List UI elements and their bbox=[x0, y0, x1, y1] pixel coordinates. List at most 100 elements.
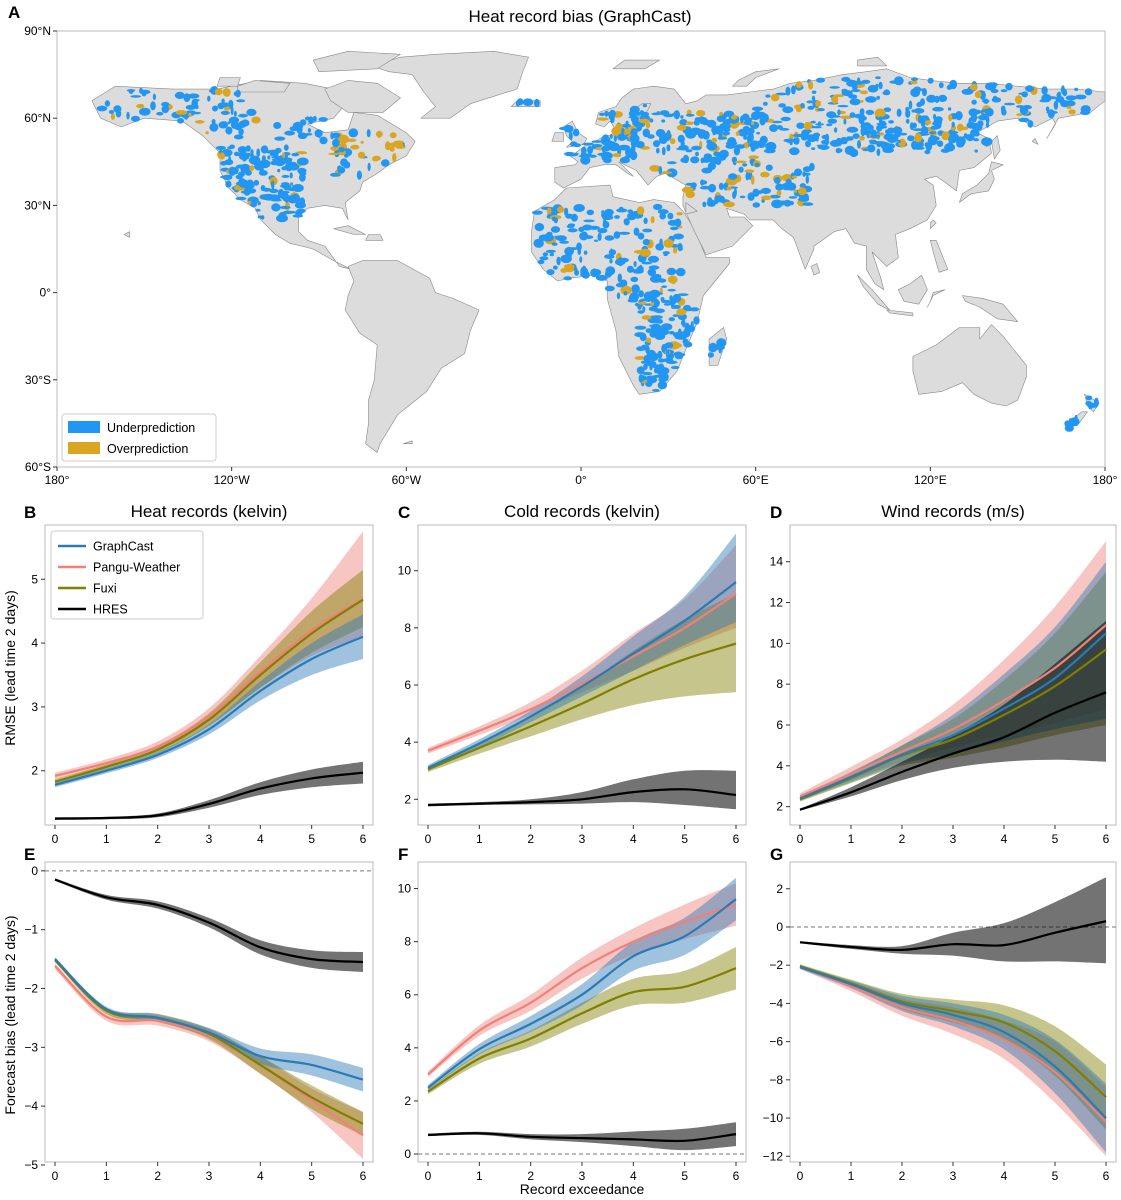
overprediction-patch bbox=[673, 246, 678, 254]
underprediction-patch bbox=[782, 106, 794, 114]
x-tick-label: 0 bbox=[797, 832, 804, 846]
underprediction-patch bbox=[597, 228, 608, 234]
overprediction-patch bbox=[650, 301, 655, 306]
y-tick-label: −4 bbox=[769, 996, 783, 1010]
underprediction-patch bbox=[220, 110, 230, 115]
underprediction-patch bbox=[780, 116, 791, 122]
x-tick-label: 5 bbox=[308, 1169, 315, 1183]
underprediction-patch bbox=[597, 232, 602, 241]
underprediction-patch bbox=[721, 113, 727, 120]
underprediction-patch bbox=[919, 132, 930, 136]
overprediction-patch bbox=[214, 88, 223, 96]
underprediction-patch bbox=[947, 107, 952, 111]
underprediction-patch bbox=[763, 148, 776, 154]
underprediction-patch bbox=[654, 292, 664, 296]
underprediction-patch bbox=[930, 125, 941, 130]
underprediction-patch bbox=[821, 139, 830, 145]
overprediction-patch bbox=[726, 186, 732, 191]
underprediction-patch bbox=[645, 380, 653, 387]
underprediction-patch bbox=[1047, 109, 1055, 119]
underprediction-patch bbox=[592, 144, 603, 148]
underprediction-patch bbox=[786, 182, 797, 191]
underprediction-patch bbox=[271, 198, 282, 202]
line-pangu-weather bbox=[54, 965, 364, 1137]
underprediction-patch bbox=[1001, 109, 1007, 116]
underprediction-patch bbox=[955, 111, 963, 121]
landmass-north-america bbox=[91, 80, 416, 270]
overprediction-patch bbox=[748, 155, 759, 159]
landmass-sumatra bbox=[857, 274, 890, 311]
underprediction-patch bbox=[1043, 89, 1048, 95]
underprediction-patch bbox=[642, 228, 653, 233]
underprediction-patch bbox=[563, 276, 572, 281]
underprediction-patch bbox=[727, 137, 737, 146]
band-hres bbox=[55, 761, 363, 820]
underprediction-patch bbox=[603, 157, 612, 164]
underprediction-patch bbox=[861, 79, 871, 84]
underprediction-patch bbox=[595, 274, 608, 281]
landmass-borneo bbox=[897, 274, 928, 305]
underprediction-patch bbox=[962, 135, 972, 139]
y-tick-label: 2 bbox=[776, 882, 783, 896]
underprediction-patch bbox=[883, 89, 890, 94]
underprediction-patch bbox=[220, 175, 229, 179]
underprediction-patch bbox=[628, 110, 636, 117]
underprediction-patch bbox=[700, 180, 708, 185]
underprediction-patch bbox=[668, 317, 675, 322]
underprediction-patch bbox=[236, 99, 246, 103]
underprediction-patch bbox=[742, 126, 750, 131]
underprediction-patch bbox=[616, 208, 628, 213]
underprediction-patch bbox=[643, 217, 648, 225]
underprediction-patch bbox=[651, 315, 664, 320]
y-tick-label: −12 bbox=[763, 1149, 784, 1163]
underprediction-patch bbox=[130, 95, 142, 98]
overprediction-patch bbox=[914, 133, 922, 143]
underprediction-patch bbox=[694, 129, 706, 133]
underprediction-patch bbox=[292, 214, 304, 218]
underprediction-patch bbox=[667, 212, 674, 220]
underprediction-patch bbox=[810, 120, 816, 124]
underprediction-patch bbox=[657, 363, 665, 373]
underprediction-patch bbox=[754, 162, 760, 167]
underprediction-patch bbox=[174, 91, 185, 99]
x-tick-label: 4 bbox=[630, 832, 637, 846]
underprediction-patch bbox=[215, 145, 226, 150]
landmass-sri-lanka bbox=[810, 263, 821, 276]
underprediction-patch bbox=[627, 212, 637, 221]
underprediction-patch bbox=[299, 197, 306, 206]
x-tick-label: 2 bbox=[527, 832, 534, 846]
underprediction-patch bbox=[702, 130, 710, 140]
map-lat-tick-label: 30°N bbox=[24, 198, 51, 212]
underprediction-patch bbox=[568, 131, 573, 141]
underprediction-patch bbox=[177, 118, 184, 124]
landmass-arabia-gap bbox=[685, 202, 698, 215]
underprediction-patch bbox=[837, 104, 849, 108]
underprediction-patch bbox=[304, 116, 311, 121]
chart-f: 0 2 4 6 8 10 0 1 2 3 4 5 6 bbox=[398, 861, 747, 1183]
underprediction-patch bbox=[181, 114, 190, 119]
underprediction-patch bbox=[693, 119, 700, 126]
underprediction-patch bbox=[161, 105, 170, 114]
y-tick-label: 4 bbox=[404, 735, 411, 749]
landmass-victoria-isl bbox=[237, 80, 291, 93]
underprediction-patch bbox=[625, 120, 629, 126]
underprediction-patch bbox=[161, 101, 170, 107]
underprediction-patch bbox=[913, 86, 922, 93]
overprediction-patch bbox=[663, 239, 674, 248]
underprediction-patch bbox=[809, 162, 815, 171]
underprediction-patch bbox=[920, 88, 926, 91]
underprediction-patch bbox=[290, 182, 294, 186]
overprediction-patch bbox=[960, 126, 969, 131]
overprediction-patch bbox=[924, 120, 932, 125]
underprediction-patch bbox=[564, 207, 569, 216]
underprediction-patch bbox=[799, 183, 806, 189]
y-tick-label: 12 bbox=[770, 596, 784, 610]
underprediction-patch bbox=[207, 95, 211, 102]
underprediction-patch bbox=[279, 205, 291, 210]
y-tick-label: 2 bbox=[776, 800, 783, 814]
overprediction-patch bbox=[879, 132, 884, 136]
underprediction-patch bbox=[928, 131, 937, 135]
underprediction-patch bbox=[666, 144, 671, 152]
underprediction-patch bbox=[671, 304, 681, 309]
